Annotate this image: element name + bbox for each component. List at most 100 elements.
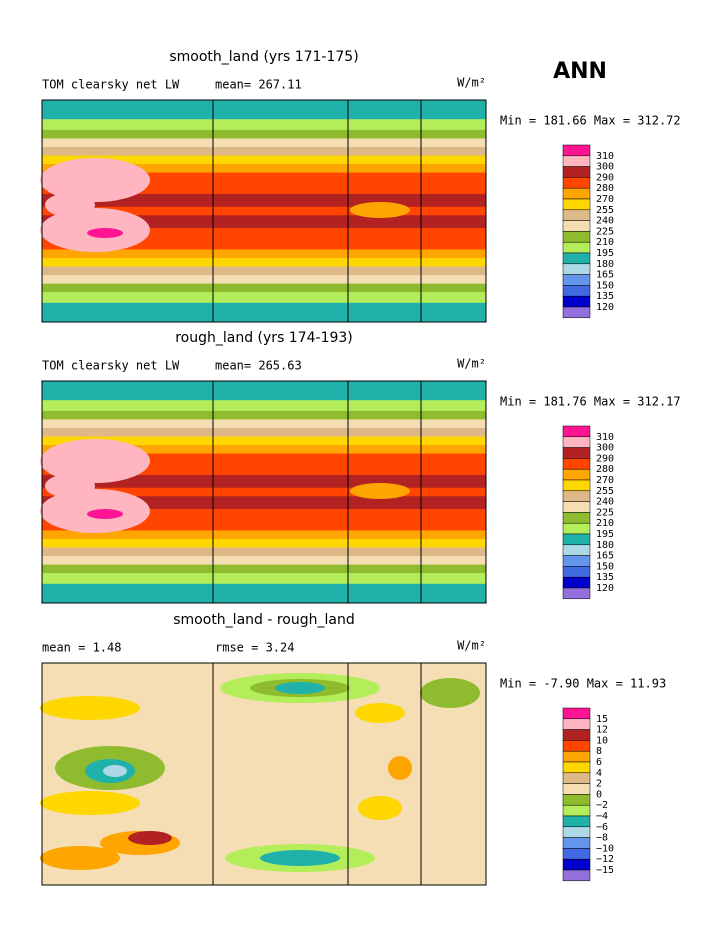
colorbar-label: 120 bbox=[596, 583, 614, 594]
colorbar-label: 150 bbox=[596, 280, 614, 291]
colorbar-box bbox=[562, 869, 591, 882]
colorbar-box bbox=[562, 231, 591, 243]
contour-blob bbox=[87, 509, 123, 519]
colorbar-box bbox=[562, 837, 591, 849]
colorbar-box bbox=[562, 479, 591, 492]
colorbar-label: 8 bbox=[596, 746, 602, 757]
colorbar-box bbox=[562, 522, 591, 535]
contour-blob bbox=[128, 831, 172, 845]
contour-map bbox=[40, 100, 486, 323]
contour-band bbox=[42, 436, 486, 446]
map-frame bbox=[41, 662, 487, 886]
panel-minmax: Min = 181.76 Max = 312.17 bbox=[500, 395, 681, 409]
colorbar-box bbox=[562, 252, 591, 265]
colorbar-label: 10 bbox=[596, 735, 608, 746]
contour-blob bbox=[40, 439, 150, 483]
contour-blob bbox=[350, 202, 410, 218]
colorbar-label: 210 bbox=[596, 518, 614, 529]
colorbar-box bbox=[562, 187, 591, 200]
colorbar-box bbox=[562, 220, 591, 232]
contour-blob bbox=[350, 483, 410, 499]
colorbar-label: 6 bbox=[596, 757, 602, 768]
contour-band bbox=[42, 302, 486, 323]
map-frame bbox=[41, 99, 487, 323]
colorbar-box bbox=[562, 458, 591, 470]
colorbar-box bbox=[562, 718, 591, 730]
contour-blob bbox=[40, 696, 140, 720]
panel-left-label: TOM clearsky net LW bbox=[42, 78, 180, 92]
colorbar-label: 165 bbox=[596, 551, 614, 562]
colorbar-box bbox=[562, 177, 591, 189]
contour-map bbox=[40, 663, 486, 885]
colorbar-label: 255 bbox=[596, 486, 614, 497]
colorbar-box bbox=[562, 490, 591, 502]
contour-blob bbox=[275, 682, 325, 694]
colorbar-label: 225 bbox=[596, 507, 614, 518]
contour-band bbox=[42, 410, 486, 420]
contour-band bbox=[42, 400, 486, 412]
panel-units: W/m² bbox=[457, 357, 486, 371]
contour-blob bbox=[40, 791, 140, 815]
panel-minmax: Min = -7.90 Max = 11.93 bbox=[500, 677, 666, 691]
colorbar-box bbox=[562, 772, 591, 784]
contour-map bbox=[40, 381, 486, 604]
colorbar-label: 290 bbox=[596, 172, 614, 183]
colorbar-box bbox=[562, 306, 591, 319]
colorbar-label: −10 bbox=[596, 843, 614, 854]
colorbar-label: 270 bbox=[596, 475, 614, 486]
colorbar-box bbox=[562, 729, 591, 741]
contour-blob bbox=[388, 756, 412, 780]
panel-left-label: mean = 1.48 bbox=[42, 641, 121, 655]
panel-left-label: TOM clearsky net LW bbox=[42, 359, 180, 373]
contour-blob bbox=[45, 474, 95, 498]
colorbar-box bbox=[562, 576, 591, 589]
colorbar-box bbox=[562, 750, 591, 763]
contour-band bbox=[42, 138, 486, 148]
colorbar-box bbox=[562, 447, 591, 459]
contour-band bbox=[42, 538, 486, 548]
contour-blob bbox=[40, 158, 150, 202]
colorbar-box bbox=[562, 740, 591, 752]
colorbar-label: 120 bbox=[596, 302, 614, 313]
colorbar-label: 150 bbox=[596, 561, 614, 572]
colorbar-label: −8 bbox=[596, 833, 608, 844]
contour-band bbox=[42, 453, 486, 476]
panel-units: W/m² bbox=[457, 639, 486, 653]
colorbar-label: −6 bbox=[596, 822, 608, 833]
panel-mid-label: rmse = 3.24 bbox=[215, 641, 294, 655]
colorbar-label: −12 bbox=[596, 854, 614, 865]
contour-band bbox=[42, 509, 486, 531]
colorbar-box bbox=[562, 468, 591, 481]
panel-units: W/m² bbox=[457, 76, 486, 90]
contour-band bbox=[42, 283, 486, 293]
colorbar-box bbox=[562, 848, 591, 860]
contour-band bbox=[42, 129, 486, 139]
colorbar-label: 240 bbox=[596, 497, 614, 508]
colorbar-box bbox=[562, 512, 591, 524]
colorbar-label: 210 bbox=[596, 237, 614, 248]
contour-band bbox=[42, 419, 486, 429]
contour-band bbox=[42, 381, 486, 401]
colorbar-box bbox=[562, 436, 591, 448]
contour-band bbox=[42, 556, 486, 566]
colorbar-label: 15 bbox=[596, 714, 608, 725]
colorbar-label: 310 bbox=[596, 432, 614, 443]
contour-band bbox=[42, 427, 486, 437]
panel-minmax: Min = 181.66 Max = 312.72 bbox=[500, 114, 681, 128]
contour-band bbox=[42, 206, 486, 216]
colorbar-label: 180 bbox=[596, 540, 614, 551]
panel-title: smooth_land - rough_land bbox=[173, 612, 354, 628]
contour-band bbox=[42, 530, 486, 540]
colorbar-label: 300 bbox=[596, 443, 614, 454]
contour-band bbox=[42, 266, 486, 276]
colorbar-label: −4 bbox=[596, 811, 608, 822]
contour-band bbox=[42, 215, 486, 229]
contour-blob bbox=[358, 796, 402, 820]
colorbar-box bbox=[562, 783, 591, 795]
colorbar-label: 180 bbox=[596, 259, 614, 270]
contour-band bbox=[42, 146, 486, 156]
contour-band bbox=[42, 155, 486, 165]
colorbar-box bbox=[562, 794, 591, 806]
colorbar-label: 4 bbox=[596, 768, 602, 779]
panel-title: rough_land (yrs 174-193) bbox=[175, 330, 353, 346]
